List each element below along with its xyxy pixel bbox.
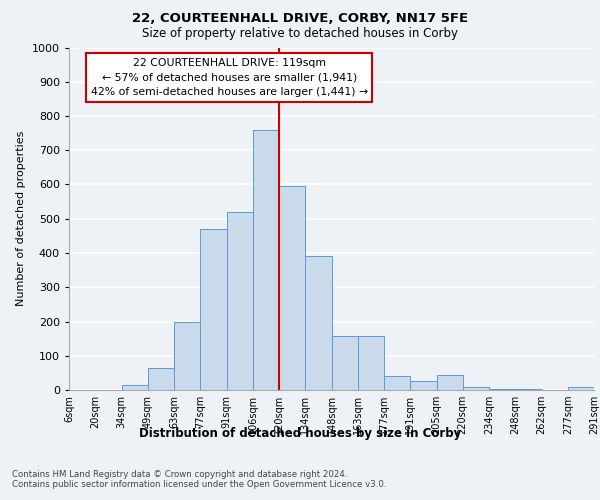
- Bar: [279, 186, 305, 390]
- Bar: [227, 212, 253, 390]
- Text: Size of property relative to detached houses in Corby: Size of property relative to detached ho…: [142, 28, 458, 40]
- Bar: [358, 336, 384, 390]
- Bar: [305, 256, 331, 390]
- Bar: [463, 386, 489, 390]
- Bar: [410, 382, 437, 390]
- Bar: [200, 229, 227, 390]
- Y-axis label: Number of detached properties: Number of detached properties: [16, 131, 26, 306]
- Bar: [174, 322, 200, 390]
- Text: 22 COURTEENHALL DRIVE: 119sqm
← 57% of detached houses are smaller (1,941)
42% o: 22 COURTEENHALL DRIVE: 119sqm ← 57% of d…: [91, 58, 368, 98]
- Bar: [148, 368, 174, 390]
- Text: Distribution of detached houses by size in Corby: Distribution of detached houses by size …: [139, 428, 461, 440]
- Bar: [121, 385, 148, 390]
- Bar: [384, 376, 410, 390]
- Text: Contains HM Land Registry data © Crown copyright and database right 2024.
Contai: Contains HM Land Registry data © Crown c…: [12, 470, 386, 490]
- Bar: [515, 389, 542, 390]
- Bar: [489, 389, 515, 390]
- Text: 22, COURTEENHALL DRIVE, CORBY, NN17 5FE: 22, COURTEENHALL DRIVE, CORBY, NN17 5FE: [132, 12, 468, 26]
- Bar: [437, 376, 463, 390]
- Bar: [331, 336, 358, 390]
- Bar: [253, 130, 279, 390]
- Bar: [568, 388, 594, 390]
